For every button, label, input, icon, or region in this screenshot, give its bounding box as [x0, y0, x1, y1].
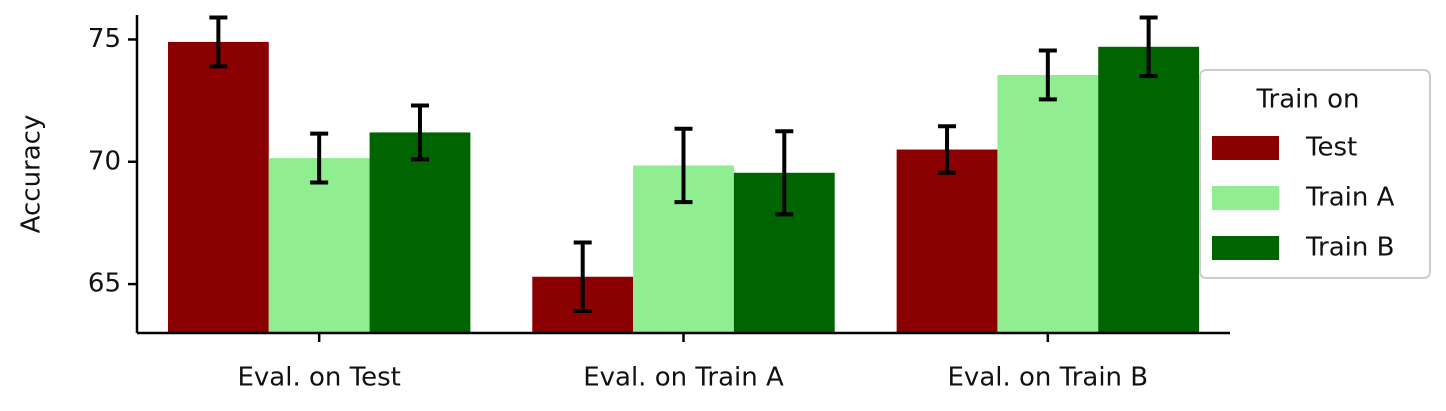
bar: [896, 149, 998, 333]
legend-label: Train B: [1305, 233, 1395, 263]
legend-swatch: [1212, 186, 1279, 210]
legend-label: Test: [1305, 133, 1357, 163]
legend-title: Train on: [1255, 85, 1359, 115]
y-axis-label: Accuracy: [17, 115, 47, 234]
x-tick-label: Eval. on Train A: [583, 363, 784, 393]
legend-swatch: [1212, 136, 1279, 160]
error-bar: [938, 124, 957, 175]
y-tick-label: 70: [88, 146, 121, 176]
bar: [268, 158, 370, 333]
error-bar: [209, 15, 228, 69]
error-bar: [410, 103, 429, 162]
legend-box: [1199, 69, 1431, 279]
error-bar: [674, 126, 693, 205]
x-tick-label: Eval. on Train B: [948, 363, 1149, 393]
bar: [997, 74, 1099, 333]
error-bar: [573, 240, 592, 313]
legend-swatch: [1212, 236, 1279, 260]
bar: [167, 41, 269, 334]
error-bar: [775, 129, 794, 217]
y-tick-label: 75: [88, 24, 121, 54]
bar: [369, 132, 471, 333]
bar: [1098, 46, 1200, 334]
y-tick-label: 65: [88, 269, 121, 299]
error-bar: [310, 131, 329, 185]
legend-label: Train A: [1305, 183, 1395, 213]
x-tick-label: Eval. on Test: [237, 363, 400, 393]
error-bar: [1139, 15, 1158, 79]
error-bar: [1038, 48, 1057, 102]
